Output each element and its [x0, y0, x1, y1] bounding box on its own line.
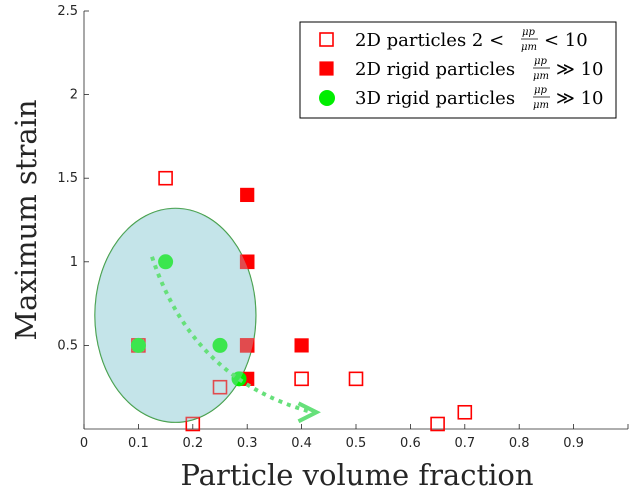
data-point-2d-rigid — [294, 338, 309, 353]
x-tick-label: 0.6 — [400, 436, 421, 451]
data-point-2d-particles — [185, 416, 201, 432]
data-point-2d-particles — [457, 404, 473, 420]
x-tick-label: 0.2 — [182, 436, 203, 451]
trend-arrow-head — [297, 401, 321, 424]
data-point-2d-particles — [294, 371, 309, 387]
trend-arrow-path — [150, 256, 313, 415]
x-tick-label: 0.8 — [509, 436, 530, 451]
data-point-3d-rigid — [212, 337, 228, 353]
x-tick-label: 0.4 — [291, 436, 312, 451]
legend-label-pre: 3D rigid particles — [355, 88, 515, 109]
data-point-2d-rigid — [240, 254, 255, 269]
data-point-2d-rigid — [240, 338, 255, 353]
x-tick-label: 0.9 — [563, 436, 584, 451]
legend-entry-2d-particles: 2D particles 2 < μp μm < 10 — [319, 27, 588, 53]
legend-frac-den: μm — [521, 42, 537, 53]
legend-marker-filled-circle — [319, 90, 335, 106]
legend-box — [299, 21, 617, 119]
legend-marker-open-square — [319, 32, 334, 47]
y-tick-label: 2.5 — [57, 4, 78, 19]
data-point-3d-rigid — [130, 337, 146, 353]
legend-label-post: < 10 — [544, 30, 588, 51]
x-axis-title: Particle volume fraction — [180, 458, 533, 492]
x-tick-label: 0 — [80, 436, 88, 451]
y-tick-label: 0.5 — [57, 338, 78, 353]
data-point-2d-particles — [158, 170, 173, 186]
legend-marker-filled-square — [319, 61, 334, 76]
legend-frac-num: μp — [534, 85, 547, 96]
x-tick-label: 0.1 — [128, 436, 149, 451]
legend-frac-den: μm — [533, 100, 549, 111]
legend-label-pre: 2D particles 2 < — [355, 30, 504, 51]
data-point-2d-particles — [348, 371, 364, 387]
y-axis-title: Maximum strain — [9, 99, 43, 340]
y-tick-label: 1 — [70, 255, 78, 270]
legend: 2D particles 2 < μp μm < 10 2D rigid par… — [299, 21, 617, 119]
legend-entry-3d-rigid: 3D rigid particles μp μm ≫ 10 — [319, 85, 603, 111]
legend-entry-2d-rigid: 2D rigid particles μp μm ≫ 10 — [319, 56, 603, 82]
legend-frac-num: μp — [534, 56, 547, 67]
y-tick-label: 2 — [70, 88, 78, 103]
data-point-2d-particles — [212, 379, 228, 395]
highlight-ellipse-overlay — [94, 208, 256, 423]
x-tick-label: 0.5 — [346, 436, 367, 451]
x-tick-label: 0.7 — [454, 436, 475, 451]
highlight-ellipse — [94, 207, 257, 423]
data-point-2d-rigid — [240, 187, 255, 203]
legend-label-pre: 2D rigid particles — [355, 59, 515, 80]
legend-label-post: ≫ 10 — [556, 59, 603, 80]
y-tick-label: 1.5 — [57, 171, 78, 186]
data-point-3d-rigid — [158, 254, 174, 270]
x-tick-label: 0.3 — [237, 436, 258, 451]
data-point-2d-particles — [430, 416, 445, 432]
legend-frac-num: μp — [522, 27, 535, 38]
legend-label-post: ≫ 10 — [556, 88, 603, 109]
legend-frac-den: μm — [533, 71, 549, 82]
